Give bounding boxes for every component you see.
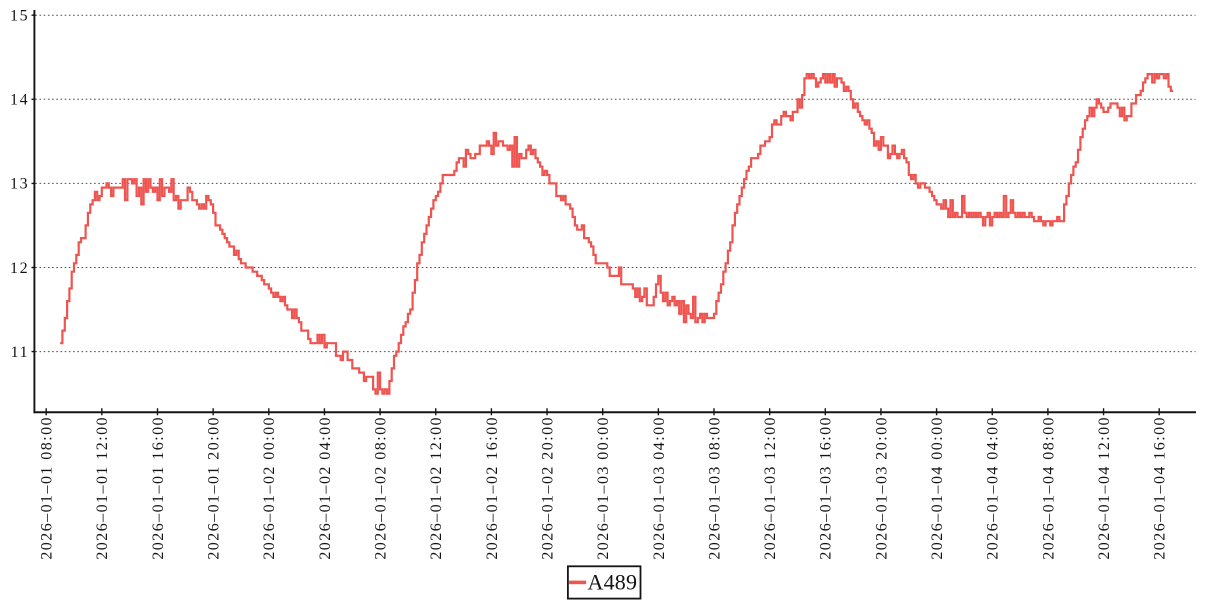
svg-text:2026–01–03 12:00: 2026–01–03 12:00 (762, 416, 779, 560)
svg-text:2026–01–03 00:00: 2026–01–03 00:00 (595, 416, 612, 560)
svg-text:2026–01–01 12:00: 2026–01–01 12:00 (94, 416, 111, 560)
svg-text:2026–01–04 12:00: 2026–01–04 12:00 (1096, 416, 1113, 560)
svg-text:2026–01–04 16:00: 2026–01–04 16:00 (1152, 416, 1169, 560)
svg-text:2026–01–01 16:00: 2026–01–01 16:00 (150, 416, 167, 560)
svg-text:2026–01–03 04:00: 2026–01–03 04:00 (651, 416, 668, 560)
svg-text:2026–01–01 08:00: 2026–01–01 08:00 (39, 416, 56, 560)
svg-text:2026–01–03 08:00: 2026–01–03 08:00 (706, 416, 723, 560)
svg-text:2026–01–04 00:00: 2026–01–04 00:00 (929, 416, 946, 560)
svg-text:12: 12 (10, 260, 29, 277)
svg-text:2026–01–04 04:00: 2026–01–04 04:00 (985, 416, 1002, 560)
svg-text:13: 13 (10, 176, 29, 193)
svg-text:2026–01–04 08:00: 2026–01–04 08:00 (1040, 416, 1057, 560)
svg-text:A489: A489 (588, 570, 638, 595)
svg-text:2026–01–02 12:00: 2026–01–02 12:00 (428, 416, 445, 560)
svg-text:2026–01–02 20:00: 2026–01–02 20:00 (539, 416, 556, 560)
svg-text:11: 11 (11, 344, 30, 361)
svg-text:2026–01–03 20:00: 2026–01–03 20:00 (873, 416, 890, 560)
svg-text:2026–01–03 16:00: 2026–01–03 16:00 (818, 416, 835, 560)
svg-text:2026–01–02 08:00: 2026–01–02 08:00 (373, 416, 390, 560)
svg-text:15: 15 (10, 8, 29, 25)
svg-text:2026–01–02 04:00: 2026–01–02 04:00 (317, 416, 334, 560)
svg-text:2026–01–02 00:00: 2026–01–02 00:00 (261, 416, 278, 560)
svg-text:2026–01–01 20:00: 2026–01–01 20:00 (206, 416, 223, 560)
svg-text:14: 14 (10, 92, 29, 109)
svg-text:2026–01–02 16:00: 2026–01–02 16:00 (484, 416, 501, 560)
